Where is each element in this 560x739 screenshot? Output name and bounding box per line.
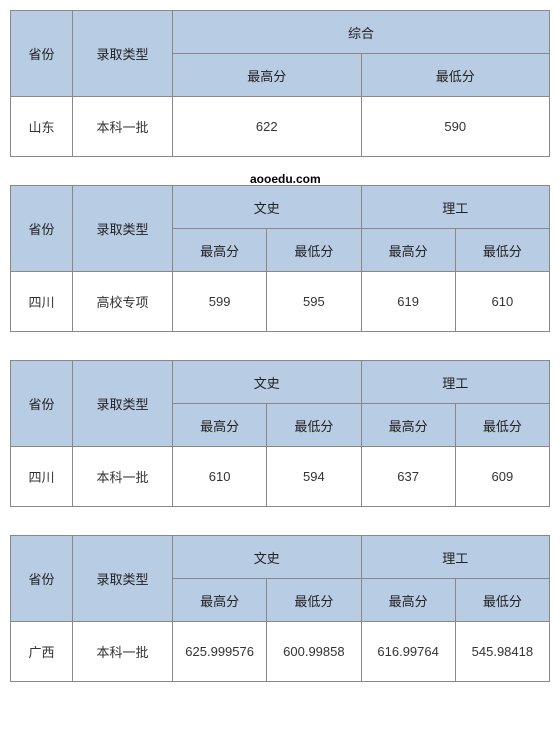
cell-sci-min: 609 (455, 447, 549, 507)
header-liberal: 文史 (173, 536, 362, 579)
cell-lib-max: 599 (173, 272, 267, 332)
cell-lib-min: 594 (267, 447, 361, 507)
header-science: 理工 (361, 186, 550, 229)
header-sci-min: 最低分 (455, 579, 549, 622)
cell-min: 590 (361, 97, 550, 157)
header-sci-max: 最高分 (361, 229, 455, 272)
header-lib-max: 最高分 (173, 579, 267, 622)
header-sci-max: 最高分 (361, 404, 455, 447)
header-science: 理工 (361, 361, 550, 404)
score-table-3: 省份 录取类型 文史 理工 最高分 最低分 最高分 最低分 四川 本科一批 61… (10, 360, 550, 507)
cell-lib-max: 610 (173, 447, 267, 507)
cell-sci-min: 610 (455, 272, 549, 332)
header-group: 综合 (173, 11, 550, 54)
table-row: 四川 高校专项 599 595 619 610 (11, 272, 550, 332)
cell-admit-type: 本科一批 (73, 447, 173, 507)
header-lib-min: 最低分 (267, 579, 361, 622)
cell-admit-type: 高校专项 (73, 272, 173, 332)
score-table-1: 省份 录取类型 综合 最高分 最低分 山东 本科一批 622 590 (10, 10, 550, 157)
header-max: 最高分 (173, 54, 362, 97)
header-province: 省份 (11, 11, 73, 97)
header-lib-max: 最高分 (173, 404, 267, 447)
cell-sci-max: 637 (361, 447, 455, 507)
header-min: 最低分 (361, 54, 550, 97)
cell-province: 广西 (11, 622, 73, 682)
score-table-2: 省份 录取类型 文史 理工 最高分 最低分 最高分 最低分 四川 高校专项 59… (10, 185, 550, 332)
cell-province: 四川 (11, 272, 73, 332)
table-row: 四川 本科一批 610 594 637 609 (11, 447, 550, 507)
cell-lib-max: 625.999576 (173, 622, 267, 682)
header-liberal: 文史 (173, 186, 362, 229)
header-admit-type: 录取类型 (73, 536, 173, 622)
cell-lib-min: 595 (267, 272, 361, 332)
table-row: 山东 本科一批 622 590 (11, 97, 550, 157)
header-province: 省份 (11, 536, 73, 622)
cell-province: 四川 (11, 447, 73, 507)
header-science: 理工 (361, 536, 550, 579)
header-lib-max: 最高分 (173, 229, 267, 272)
header-lib-min: 最低分 (267, 229, 361, 272)
score-table-4: 省份 录取类型 文史 理工 最高分 最低分 最高分 最低分 广西 本科一批 62… (10, 535, 550, 682)
cell-admit-type: 本科一批 (73, 97, 173, 157)
cell-admit-type: 本科一批 (73, 622, 173, 682)
header-liberal: 文史 (173, 361, 362, 404)
header-admit-type: 录取类型 (73, 11, 173, 97)
header-province: 省份 (11, 186, 73, 272)
header-lib-min: 最低分 (267, 404, 361, 447)
header-admit-type: 录取类型 (73, 186, 173, 272)
cell-province: 山东 (11, 97, 73, 157)
cell-sci-min: 545.98418 (455, 622, 549, 682)
header-sci-min: 最低分 (455, 404, 549, 447)
table-row: 广西 本科一批 625.999576 600.99858 616.99764 5… (11, 622, 550, 682)
cell-lib-min: 600.99858 (267, 622, 361, 682)
cell-sci-max: 619 (361, 272, 455, 332)
cell-max: 622 (173, 97, 362, 157)
header-sci-max: 最高分 (361, 579, 455, 622)
header-sci-min: 最低分 (455, 229, 549, 272)
cell-sci-max: 616.99764 (361, 622, 455, 682)
header-admit-type: 录取类型 (73, 361, 173, 447)
header-province: 省份 (11, 361, 73, 447)
watermark-text: aooedu.com (250, 172, 321, 186)
